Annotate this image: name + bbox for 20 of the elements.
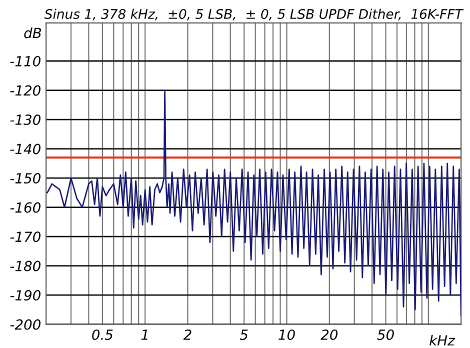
y-tick-label: -140 — [10, 144, 40, 154]
y-tick-label: -200 — [10, 319, 40, 330]
x-tick-label: 2 — [183, 329, 192, 340]
x-tick-label: 0.5 — [92, 329, 113, 340]
x-axis-title: kHz — [430, 334, 456, 346]
x-tick-label: 10 — [278, 329, 295, 340]
y-tick-label: -130 — [10, 114, 40, 125]
y-tick-label: -150 — [10, 173, 40, 184]
x-tick-label: 1 — [141, 330, 148, 340]
y-tick-label: -120 — [10, 85, 40, 96]
x-tick-label: 5 — [240, 330, 248, 340]
chart-title: Sinus 1, 378 kHz, ±0, 5 LSB, ± 0, 5 LSB UPDF Dither, 16K-FFT — [44, 8, 464, 20]
y-axis-title: dB — [24, 27, 42, 38]
x-tick-label: 50 — [377, 329, 394, 340]
y-tick-label: -190 — [10, 290, 40, 301]
x-tick-label: 20 — [320, 329, 338, 340]
y-tick-label: -180 — [10, 260, 40, 272]
y-tick-label: -170 — [10, 232, 40, 242]
y-tick-label: -160 — [10, 202, 40, 213]
y-tick-label: -110 — [10, 56, 40, 66]
